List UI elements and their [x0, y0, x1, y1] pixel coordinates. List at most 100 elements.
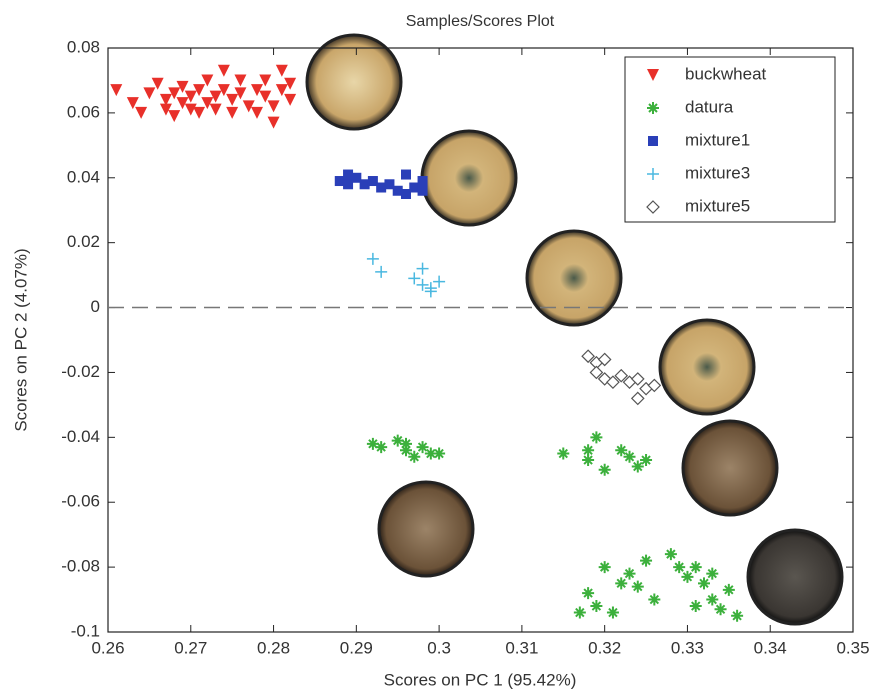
marker: [151, 77, 164, 90]
x-axis-label: Scores on PC 1 (95.42%): [384, 670, 577, 689]
marker: [722, 583, 735, 596]
marker: [366, 437, 379, 450]
marker: [582, 444, 595, 457]
marker: [376, 182, 387, 193]
marker: [201, 97, 214, 110]
marker: [630, 372, 645, 386]
marker: [234, 74, 247, 87]
chart-title: Samples/Scores Plot: [406, 13, 555, 30]
marker: [168, 110, 181, 123]
marker: [234, 87, 247, 100]
marker: [226, 106, 239, 119]
legend-label: datura: [685, 97, 734, 116]
marker: [590, 600, 603, 613]
marker: [259, 90, 272, 103]
marker: [647, 378, 662, 393]
marker: [126, 97, 139, 110]
y-tick-label: 0: [91, 297, 100, 316]
marker: [681, 570, 694, 583]
y-axis-label: Scores on PC 2 (4.07%): [11, 248, 30, 431]
marker: [209, 90, 222, 103]
x-tick-label: 0.33: [671, 638, 704, 657]
marker: [401, 189, 411, 199]
marker: [623, 450, 636, 463]
marker: [597, 352, 612, 367]
marker: [193, 84, 206, 97]
y-tick-label: -0.02: [61, 362, 100, 381]
marker: [251, 84, 263, 97]
marker: [631, 580, 644, 593]
marker: [573, 606, 586, 619]
marker: [582, 587, 595, 600]
marker: [648, 593, 661, 606]
marker: [284, 77, 297, 90]
marker: [714, 603, 727, 616]
marker: [168, 87, 181, 100]
marker: [135, 106, 148, 119]
x-tick-label: 0.35: [836, 638, 869, 657]
marker: [110, 84, 123, 97]
marker: [184, 103, 197, 116]
x-tick-label: 0.29: [340, 638, 373, 657]
legend-marker: [648, 136, 658, 146]
x-tick-label: 0.32: [588, 638, 621, 657]
marker: [623, 567, 636, 580]
legend-marker: [647, 102, 659, 114]
marker: [375, 441, 388, 454]
marker: [275, 64, 288, 77]
marker: [375, 265, 388, 278]
marker: [184, 90, 197, 103]
x-tick-label: 0.26: [91, 638, 124, 657]
marker: [392, 185, 403, 196]
marker: [366, 252, 379, 265]
marker: [143, 87, 156, 100]
legend-label: mixture5: [685, 196, 750, 215]
marker: [590, 431, 603, 444]
x-tick-label: 0.34: [754, 638, 787, 657]
marker: [201, 74, 214, 87]
marker: [343, 179, 354, 190]
marker: [251, 106, 263, 119]
marker: [209, 103, 222, 116]
photo: [377, 480, 475, 578]
marker: [433, 275, 446, 288]
marker: [581, 349, 595, 364]
marker: [640, 554, 653, 567]
marker: [416, 441, 429, 454]
marker: [226, 93, 239, 106]
marker: [159, 93, 172, 106]
marker: [706, 567, 719, 580]
marker: [598, 463, 611, 476]
legend-marker: [646, 200, 660, 214]
y-tick-label: -0.06: [61, 492, 100, 511]
marker: [409, 182, 420, 193]
marker: [606, 606, 619, 619]
y-tick-label: 0.04: [67, 167, 100, 186]
marker: [242, 100, 255, 113]
y-tick-label: 0.06: [67, 102, 100, 121]
marker: [615, 577, 628, 590]
marker: [284, 93, 297, 106]
marker: [416, 278, 429, 291]
photo: [658, 318, 756, 416]
marker: [359, 179, 370, 190]
y-tick-label: -0.08: [61, 557, 100, 576]
marker: [367, 176, 378, 187]
marker: [384, 179, 395, 190]
legend-box: [624, 56, 836, 223]
marker: [615, 444, 628, 457]
x-tick-label: 0.31: [505, 638, 538, 657]
marker: [391, 434, 404, 447]
marker: [706, 593, 719, 606]
marker: [159, 103, 172, 116]
marker: [400, 444, 412, 457]
marker: [557, 447, 570, 460]
marker: [631, 460, 644, 473]
photo: [681, 419, 779, 517]
y-tick-label: -0.04: [61, 427, 100, 446]
legend-label: mixture3: [685, 163, 750, 182]
legend-marker: [647, 69, 659, 81]
marker: [217, 64, 230, 77]
photo: [305, 33, 403, 131]
marker: [582, 454, 595, 467]
